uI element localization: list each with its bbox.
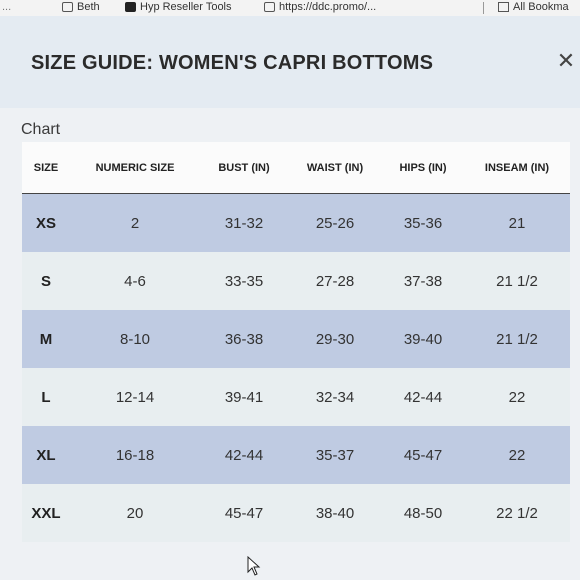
table-row: XXL 20 45-47 38-40 48-50 22 1/2 <box>22 484 570 542</box>
table-cell: 12-14 <box>70 368 200 426</box>
table-row: XL 16-18 42-44 35-37 45-47 22 <box>22 426 570 484</box>
column-header: HIPS (IN) <box>382 142 464 194</box>
table-header-row: SIZE NUMERIC SIZE BUST (IN) WAIST (IN) H… <box>22 142 570 194</box>
table-cell: 35-37 <box>288 426 382 484</box>
mouse-pointer-icon <box>247 556 261 576</box>
table-cell: 33-35 <box>200 252 288 310</box>
table-row: L 12-14 39-41 32-34 42-44 22 <box>22 368 570 426</box>
table-cell: 37-38 <box>382 252 464 310</box>
bookmark-label: Beth <box>77 1 100 13</box>
size-cell: XXL <box>22 484 70 542</box>
table-cell: 21 <box>464 193 570 252</box>
column-header: NUMERIC SIZE <box>70 142 200 194</box>
table-cell: 2 <box>70 193 200 252</box>
bookmark-item[interactable]: Beth <box>62 1 100 13</box>
column-header: BUST (IN) <box>200 142 288 194</box>
bookmark-label: ... <box>2 1 12 13</box>
bookmark-item[interactable]: https://ddc.promo/... <box>264 1 376 13</box>
size-cell: XL <box>22 426 70 484</box>
bookmark-label: https://ddc.promo/... <box>279 1 377 13</box>
bookmark-label: Hyp Reseller Tools <box>140 1 232 13</box>
table-row: M 8-10 36-38 29-30 39-40 21 1/2 <box>22 310 570 368</box>
table-cell: 31-32 <box>200 193 288 252</box>
app-tile-icon <box>125 2 136 12</box>
folder-icon <box>62 2 73 12</box>
bookmark-item[interactable]: Hyp Reseller Tools <box>125 1 232 13</box>
modal-title: SIZE GUIDE: WOMEN'S CAPRI BOTTOMS <box>31 52 434 74</box>
table-cell: 36-38 <box>200 310 288 368</box>
table-row: S 4-6 33-35 27-28 37-38 21 1/2 <box>22 252 570 310</box>
column-header: INSEAM (IN) <box>464 142 570 194</box>
column-header: SIZE <box>22 142 70 194</box>
table-cell: 25-26 <box>288 193 382 252</box>
bookmark-item[interactable]: ... <box>2 1 11 13</box>
bookmarks-folder-icon <box>498 2 509 12</box>
table-row: XS 2 31-32 25-26 35-36 21 <box>22 193 570 252</box>
table-cell: 35-36 <box>382 193 464 252</box>
table-cell: 21 1/2 <box>464 252 570 310</box>
chart-section-label: Chart <box>21 121 61 138</box>
table-cell: 29-30 <box>288 310 382 368</box>
bookmarks-divider <box>483 2 484 14</box>
close-icon[interactable]: ✕ <box>556 48 576 73</box>
modal-header: SIZE GUIDE: WOMEN'S CAPRI BOTTOMS ✕ <box>0 16 580 108</box>
table-cell: 22 1/2 <box>464 484 570 542</box>
table-cell: 38-40 <box>288 484 382 542</box>
table-cell: 48-50 <box>382 484 464 542</box>
table-cell: 42-44 <box>382 368 464 426</box>
table-cell: 27-28 <box>288 252 382 310</box>
table-cell: 39-41 <box>200 368 288 426</box>
link-icon <box>264 2 275 12</box>
table-cell: 21 1/2 <box>464 310 570 368</box>
table-cell: 4-6 <box>70 252 200 310</box>
table-cell: 20 <box>70 484 200 542</box>
size-cell: S <box>22 252 70 310</box>
table-cell: 8-10 <box>70 310 200 368</box>
column-header: WAIST (IN) <box>288 142 382 194</box>
size-cell: XS <box>22 193 70 252</box>
table-cell: 45-47 <box>382 426 464 484</box>
table-cell: 45-47 <box>200 484 288 542</box>
bookmark-label: All Bookma <box>513 1 569 13</box>
table-cell: 39-40 <box>382 310 464 368</box>
table-cell: 22 <box>464 368 570 426</box>
size-cell: L <box>22 368 70 426</box>
table-cell: 16-18 <box>70 426 200 484</box>
bookmark-item[interactable]: All Bookma <box>498 1 569 13</box>
table-cell: 22 <box>464 426 570 484</box>
size-cell: M <box>22 310 70 368</box>
table-cell: 42-44 <box>200 426 288 484</box>
table-cell: 32-34 <box>288 368 382 426</box>
size-chart-table: SIZE NUMERIC SIZE BUST (IN) WAIST (IN) H… <box>22 142 570 542</box>
bookmarks-bar: ... Beth Hyp Reseller Tools https://ddc.… <box>0 0 580 17</box>
